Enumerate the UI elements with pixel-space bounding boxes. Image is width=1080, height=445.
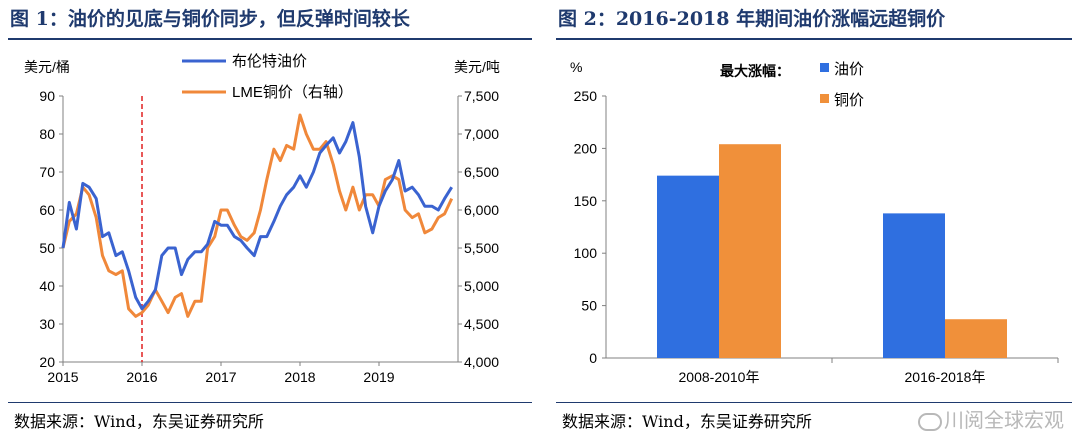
x-tick-label: 2018 bbox=[284, 369, 315, 385]
legend-swatch-1 bbox=[820, 63, 829, 72]
y-tick-label: 200 bbox=[574, 140, 598, 156]
figure-1-top-rule bbox=[8, 38, 532, 40]
figure-2-top-rule bbox=[556, 38, 1072, 40]
x-tick-label: 2019 bbox=[363, 369, 394, 385]
figure-1-panel: 图 1：油价的见底与铜价同步，但反弹时间较长 20 30 40 50 60 70 80 90 4… bbox=[8, 8, 532, 431]
category-label: 2008-2010年 bbox=[679, 369, 760, 385]
left-y-tick-label: 90 bbox=[39, 88, 55, 104]
figure-2-source: 数据来源：Wind，东吴证券研究所 bbox=[562, 412, 812, 431]
right-y-tick-label: 5,500 bbox=[464, 240, 499, 256]
lme-copper-series-line bbox=[61, 113, 454, 318]
y-tick-label: 50 bbox=[581, 298, 597, 314]
figure-1-source: 数据来源：Wind，东吴证券研究所 bbox=[14, 412, 264, 431]
watermark: 川阅全球宏观 bbox=[918, 404, 1064, 433]
legend-label-2: 铜价 bbox=[834, 92, 864, 109]
x-tick-label: 2016 bbox=[126, 369, 157, 385]
x-tick-label: 2017 bbox=[205, 369, 236, 385]
x-tick-label: 2015 bbox=[47, 369, 78, 385]
wechat-icon bbox=[918, 412, 942, 431]
right-y-tick-label: 4,000 bbox=[464, 354, 499, 370]
left-y-tick-label: 30 bbox=[39, 316, 55, 332]
figure-1-bottom-rule bbox=[8, 402, 532, 403]
right-y-tick-label: 7,000 bbox=[464, 126, 499, 142]
right-y-tick-label: 6,000 bbox=[464, 202, 499, 218]
figure-1-title: 图 1：油价的见底与铜价同步，但反弹时间较长 bbox=[10, 8, 410, 30]
left-y-tick-label: 40 bbox=[39, 278, 55, 294]
legend-swatch-2 bbox=[820, 94, 829, 103]
left-y-tick-label: 70 bbox=[39, 164, 55, 180]
legend-lme-copper-label: LME铜价（右轴） bbox=[232, 84, 353, 101]
oil-bar-1 bbox=[657, 175, 719, 358]
right-y-tick-label: 7,500 bbox=[464, 88, 499, 104]
copper-bar-2 bbox=[945, 319, 1007, 358]
legend-label-1: 油价 bbox=[834, 61, 864, 78]
right-axis-unit: 美元/吨 bbox=[454, 59, 500, 75]
right-y-tick-label: 5,000 bbox=[464, 278, 499, 294]
figure-2-panel: 图 2：2016-2018 年期间油价涨幅远超铜价 0 50 100 150 200 25… bbox=[548, 0, 1080, 445]
figure-2-title: 图 2：2016-2018 年期间油价涨幅远超铜价 bbox=[558, 8, 946, 30]
figure-1-chart: 20 30 40 50 60 70 80 90 4,000 4,500 5,000 5,500 6,00… bbox=[24, 53, 500, 385]
left-y-tick-label: 80 bbox=[39, 126, 55, 142]
left-y-tick-label: 20 bbox=[39, 354, 55, 370]
right-y-tick-label: 4,500 bbox=[464, 316, 499, 332]
y-axis-unit: % bbox=[570, 59, 582, 75]
oil-bar-2 bbox=[883, 213, 945, 358]
left-y-tick-label: 60 bbox=[39, 202, 55, 218]
copper-bar-1 bbox=[719, 144, 781, 358]
right-y-tick-label: 6,500 bbox=[464, 164, 499, 180]
category-label: 2016-2018年 bbox=[905, 369, 986, 385]
legend-title: 最大涨幅： bbox=[720, 63, 790, 79]
y-tick-label: 100 bbox=[574, 245, 598, 261]
figure-2-chart: 0 50 100 150 200 250% 2008-2010年 2016-2018年 最大涨幅… bbox=[570, 59, 1059, 385]
watermark-text: 川阅全球宏观 bbox=[944, 408, 1064, 432]
left-y-tick-label: 50 bbox=[39, 240, 55, 256]
left-axis-unit: 美元/桶 bbox=[24, 59, 70, 75]
y-tick-label: 250 bbox=[574, 88, 598, 104]
y-tick-label: 0 bbox=[589, 350, 597, 366]
y-tick-label: 150 bbox=[574, 193, 598, 209]
brent-oil-series-line bbox=[61, 121, 453, 311]
legend-brent-oil-label: 布伦特油价 bbox=[232, 53, 307, 70]
figure-2-bottom-rule bbox=[556, 402, 1072, 403]
